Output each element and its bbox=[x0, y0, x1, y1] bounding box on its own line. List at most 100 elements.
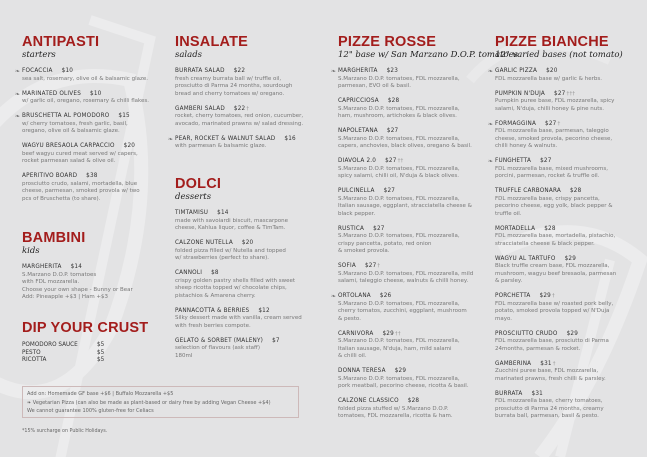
section-title: DIP YOUR CRUST bbox=[22, 320, 149, 336]
item-description: S.Marzano D.O.P. tomatoes, FDL mozzarell… bbox=[338, 165, 460, 172]
item-name: MARINATED OLIVES bbox=[22, 90, 82, 97]
item-description: crispy golden pastry shells filled with … bbox=[175, 277, 296, 284]
item-description: sheep ricotta topped w/ chocolate chips, bbox=[175, 285, 287, 291]
item-description: S.Marzano D.O.P. tomatoes, FDL mozzarell… bbox=[338, 105, 460, 112]
section-antipasti: ANTIPASTI starters ❧ FOCACCIA $10 sea salt, r… bbox=[15, 35, 150, 211]
section-subtitle: starters bbox=[22, 50, 56, 60]
item-name: MARGHERITA bbox=[338, 68, 378, 74]
menu-item: ❧ PEAR, ROCKET & WALNUT SALAD $16 with parm… bbox=[168, 136, 303, 151]
section-subtitle: kids bbox=[22, 246, 40, 256]
item-name: DONNA TERESA bbox=[338, 368, 386, 374]
item-description: S.Marzano D.O.P. tomatoes, FDL mozzarell… bbox=[338, 75, 460, 82]
item-name: FUNGHETTA bbox=[495, 158, 532, 164]
menu-item: PANNACOTTA & BERRIES $12 Silky dessert mad… bbox=[175, 308, 302, 331]
menu-item: GELATO & SORBET (MALENY) $7 selection of f… bbox=[175, 338, 302, 361]
item-price: $29 bbox=[566, 330, 579, 337]
dip-price: $5 bbox=[97, 342, 105, 348]
leaf-icon: ❧ bbox=[15, 90, 21, 98]
item-description: sea salt, rosemary, olive oil & balsamic… bbox=[22, 75, 148, 82]
item-description: folded pizza filled w/ Nutella and toppe… bbox=[175, 247, 286, 254]
item-description: salami, taleggio cheese, walnuts & chill… bbox=[338, 278, 469, 284]
item-price: $29 bbox=[539, 293, 551, 299]
leaf-icon: ❧ bbox=[15, 68, 21, 75]
menu-item: BURRATA SALAD $22 fresh creamy burrata bal… bbox=[175, 68, 303, 98]
item-description: w/ garlic oil, oregano, rosemary & chill… bbox=[22, 98, 150, 104]
item-name: FORMAGGINA bbox=[495, 120, 537, 127]
item-name: BRUSCHETTA AL POMODORO bbox=[22, 113, 110, 119]
section-title: INSALATE bbox=[175, 34, 249, 50]
menu-item: CAPRICCIOSA $28 S.Marzano D.O.P. tomatoes,… bbox=[338, 98, 518, 121]
menu-item: ❧ FORMAGGINA $27† FDL mozzarella base, parm… bbox=[488, 121, 623, 151]
item-header: TIMTAMISU $14 bbox=[175, 210, 302, 218]
section-dolci: DOLCI desserts TIMTAMISU $14 made with savoi… bbox=[175, 177, 302, 368]
section-pizze-rosse: PIZZE ROSSE 12" base w/ San Marzano D.O.P… bbox=[331, 35, 518, 428]
item-header: TRUFFLE CARBONARA $28 bbox=[495, 188, 623, 196]
item-name: CANNOLI bbox=[175, 270, 203, 276]
item-price: $29 bbox=[382, 330, 394, 337]
item-price: $20 bbox=[546, 68, 558, 74]
item-description: & smoked provola. bbox=[338, 248, 390, 254]
item-description: Italian sausage, N'duja, ham, mild salam… bbox=[338, 345, 452, 352]
item-price: $29 bbox=[394, 368, 407, 374]
item-description: Choose your own shape - Bunny or Bear bbox=[22, 286, 133, 293]
menu-item: ❧ ORTOLANA $26 S.Marzano D.O.P. tomatoes, F… bbox=[331, 293, 518, 323]
item-header: CAPRICCIOSA $28 bbox=[338, 98, 518, 106]
chilli-icon: †† bbox=[394, 330, 401, 337]
dip-price: $5 bbox=[97, 357, 105, 363]
section-dip-your-crust: DIP YOUR CRUST POMODORO SAUCE $5 PESTO $5 … bbox=[22, 321, 148, 365]
chilli-icon: †† bbox=[397, 158, 404, 164]
item-price: $20 bbox=[123, 143, 136, 149]
item-description: with FDL mozzarella. bbox=[22, 279, 80, 285]
item-description: prosciutto di Parma 24 months, creamy bbox=[495, 405, 604, 412]
item-description: S.Marzano D.O.P. tomatoes, FDL mozzarell… bbox=[338, 270, 474, 277]
item-price: $31 bbox=[531, 390, 543, 397]
item-header: FORMAGGINA $27† bbox=[495, 121, 623, 129]
item-description: avocado, marinated prawns w/ salad dress… bbox=[175, 120, 304, 127]
item-description: & pesto. bbox=[338, 315, 361, 322]
item-description: FDL mozzarella base, crispy pancetta, bbox=[495, 195, 600, 202]
item-name: DIAVOLA 2.0 bbox=[338, 158, 377, 164]
item-name: RUSTICA bbox=[338, 225, 365, 232]
item-header: GAMBERI SALAD $22† bbox=[175, 106, 303, 114]
leaf-icon: ❧ bbox=[331, 293, 337, 300]
menu-item: ❧ MARINATED OLIVES $10 w/ garlic oil, orega… bbox=[15, 90, 150, 106]
item-name: PORCHETTA bbox=[495, 293, 531, 299]
item-description: oregano, olive oil & balsamic glaze. bbox=[22, 128, 120, 134]
item-price: $29 bbox=[564, 255, 577, 262]
item-description: Add: Pineapple +$3 | Ham +$3 bbox=[22, 294, 109, 300]
item-price: $31 bbox=[540, 360, 552, 367]
item-name: ORTOLANA bbox=[338, 293, 371, 299]
item-description: S.Marzano D.O.P. tomatoes, FDL mozzarell… bbox=[338, 375, 460, 382]
leaf-icon: ❧ bbox=[488, 120, 494, 128]
item-price: $23 bbox=[386, 68, 399, 74]
item-description: FDL mozzarella base, parmesan, taleggio bbox=[495, 128, 609, 134]
dip-item: RICOTTA $5 bbox=[22, 357, 148, 365]
item-price: $26 bbox=[379, 293, 392, 299]
menu-item: SOFIA $27† S.Marzano D.O.P. tomatoes, FDL … bbox=[338, 263, 518, 286]
item-description: truffle oil. bbox=[495, 210, 522, 217]
item-description: pecorino cheese, egg yolk, black pepper … bbox=[495, 203, 613, 209]
item-description: parmesan, EVO oil & basil. bbox=[338, 83, 411, 89]
dip-name: RICOTTA bbox=[22, 357, 47, 363]
leaf-icon: ❧ bbox=[168, 135, 174, 143]
item-name: APERITIVO BOARD bbox=[22, 173, 78, 179]
menu-item: DONNA TERESA $29 S.Marzano D.O.P. tomatoes… bbox=[338, 368, 518, 391]
item-name: TIMTAMISU bbox=[175, 210, 209, 216]
menu-item: ❧ MARGHERITA $23 S.Marzano D.O.P. tomatoes,… bbox=[331, 68, 518, 91]
chilli-icon: † bbox=[552, 360, 556, 367]
section-bambini: BAMBINI kids MARGHERITA $14 S.Marzano D.O.P.… bbox=[22, 231, 133, 309]
item-price: $22 bbox=[233, 105, 246, 112]
item-header: FUNGHETTA $27 bbox=[495, 158, 623, 166]
item-name: NAPOLETANA bbox=[338, 128, 378, 134]
leaf-icon: ❧ bbox=[15, 113, 21, 120]
item-description: with parmesan & balsamic glaze. bbox=[175, 143, 267, 149]
item-description: capers, anchovies, black olives, oregano… bbox=[338, 143, 472, 149]
menu-item: CANNOLI $8 crispy golden pastry shells fil… bbox=[175, 270, 302, 300]
section-subtitle: 12" varied bases (not tomato) bbox=[495, 50, 623, 60]
item-name: GARLIC PIZZA bbox=[495, 68, 538, 74]
item-description: cherry tomatos, zucchini, eggplant, mush… bbox=[338, 308, 467, 314]
dip-name: POMODORO SAUCE bbox=[22, 342, 78, 348]
chilli-icon: † bbox=[551, 293, 555, 299]
item-name: CARNIVORA bbox=[338, 330, 374, 337]
item-header: PROSCIUTTO CRUDO $29 bbox=[495, 331, 623, 339]
